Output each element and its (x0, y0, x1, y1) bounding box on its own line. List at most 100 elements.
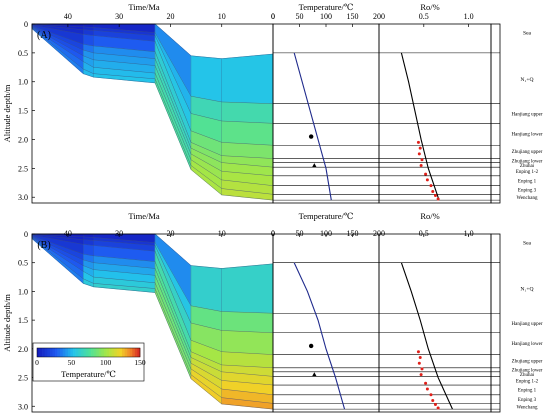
colorbar-segment (129, 348, 133, 357)
x-tick-label: 10 (218, 229, 226, 238)
ro-measured-point (425, 387, 429, 391)
temperature-measured-point (308, 134, 314, 139)
temperature-tick-label: 0 (271, 229, 275, 238)
ro-measured-point (436, 197, 440, 201)
colorbar-segment (75, 348, 79, 357)
burial-layer-cell (221, 311, 274, 334)
strata-column-frame (490, 23, 501, 204)
x-axis-label: Time/Ma (128, 2, 160, 12)
ro-measured-point (436, 406, 440, 410)
strata-label: Enping 1 (518, 179, 537, 184)
colorbar-tick-label: 100 (100, 358, 112, 367)
temperature-tick-label: 200 (373, 229, 385, 238)
y-tick-label: 3.0 (18, 193, 28, 202)
colorbar-label: Temperature/℃ (61, 369, 116, 379)
ro-measured-point (418, 355, 422, 359)
colorbar-tick-label: 150 (134, 358, 146, 367)
y-tick-label: 1.5 (18, 316, 28, 325)
y-tick-label: 1.0 (18, 78, 28, 87)
x-axis-label: Time/Ma (128, 211, 160, 221)
ro-measured-point (424, 381, 428, 385)
panel-label: (B) (37, 240, 50, 251)
burial-layer-cell (190, 55, 223, 103)
colorbar-segment (57, 348, 61, 357)
ro-measured-point (418, 146, 422, 150)
strata-label: Enping 3 (518, 189, 537, 194)
strata-label: N₁+Q (520, 77, 533, 83)
burial-layer-cell (221, 101, 274, 124)
colorbar-segment (39, 348, 43, 357)
colorbar-segment (60, 348, 64, 357)
strata-label: Enping 1-2 (516, 379, 539, 384)
colorbar-segment (127, 348, 130, 357)
y-tick-label: 2.0 (18, 345, 28, 354)
strata-column-frame (490, 233, 501, 413)
ro-measured-point (429, 393, 433, 397)
ro-measured-point (420, 158, 424, 162)
colorbar-segment (91, 348, 94, 357)
temperature-tick-label: 200 (373, 12, 385, 21)
strata-label: Wenchang (517, 405, 538, 410)
strata-label: Zhujiang lower (512, 159, 543, 164)
colorbar-segment (93, 348, 97, 357)
temperature-tick-label: 150 (347, 229, 359, 238)
strata-label: Zhujiang upper (512, 359, 543, 364)
x-tick-label: 0 (271, 12, 275, 21)
strata-label: Zhujiang upper (512, 150, 543, 155)
ro-axis-label: Ro/% (420, 2, 439, 12)
y-tick-label: 3.0 (18, 402, 28, 411)
y-tick-label: 0.5 (18, 259, 28, 268)
colorbar-segment (114, 348, 118, 357)
colorbar-tick-label: 50 (68, 358, 76, 367)
ro-measured-point (419, 163, 423, 167)
burial-layer-cell (221, 330, 274, 355)
temperature-profile-line (293, 262, 346, 410)
ro-measured-point (420, 367, 424, 371)
strata-label: Enping 3 (518, 398, 537, 403)
colorbar-segment (80, 348, 84, 357)
strata-label: Zhujiang lower (512, 369, 543, 374)
burial-layer-cell (221, 120, 274, 146)
temperature-measured-point (312, 163, 317, 168)
strata-label: Wenchang (517, 196, 538, 201)
y-axis-label: Altitude depth/m (2, 84, 12, 142)
ro-measured-point (417, 361, 421, 365)
colorbar-segment (116, 348, 120, 357)
colorbar-segment (103, 348, 107, 357)
ro-tick-label: 0.5 (419, 12, 429, 21)
temperature-measured-point (312, 372, 317, 377)
y-tick-label: 2.5 (18, 164, 28, 173)
x-tick-label: 20 (166, 12, 174, 21)
x-tick-label: 10 (218, 12, 226, 21)
temperature-axis-label: Temperature/℃ (299, 211, 354, 221)
burial-layer-cell (190, 265, 223, 312)
y-tick-label: 1.0 (18, 287, 28, 296)
temperature-tick-label: 100 (320, 229, 332, 238)
colorbar-segment (88, 348, 92, 357)
colorbar-segment (98, 348, 102, 357)
ro-axis-label: Ro/% (420, 211, 439, 221)
strata-label: Hanjiang upper (512, 113, 543, 118)
colorbar-frame (36, 347, 141, 358)
x-tick-label: 30 (115, 12, 123, 21)
ro-measured-point (433, 403, 437, 407)
colorbar-segment (119, 348, 123, 357)
colorbar-segment (124, 348, 128, 357)
x-tick-label: 30 (115, 229, 123, 238)
strata-label: Hanjiang lower (512, 133, 543, 138)
strata-label: Sea (523, 31, 532, 37)
panel-b (31, 233, 501, 413)
ro-profile-line (400, 262, 453, 410)
colorbar-segment (44, 348, 48, 357)
strata-label: Zhuhai (520, 373, 535, 378)
temperature-tick-label: 100 (320, 12, 332, 21)
x-tick-label: 40 (64, 229, 72, 238)
temperature-measured-point (308, 343, 314, 349)
temperature-tick-label: 0 (271, 12, 275, 21)
y-tick-label: 1.5 (18, 107, 28, 116)
ro-measured-point (425, 178, 429, 182)
y-tick-label: 0.5 (18, 49, 28, 58)
colorbar-segment (67, 348, 71, 357)
